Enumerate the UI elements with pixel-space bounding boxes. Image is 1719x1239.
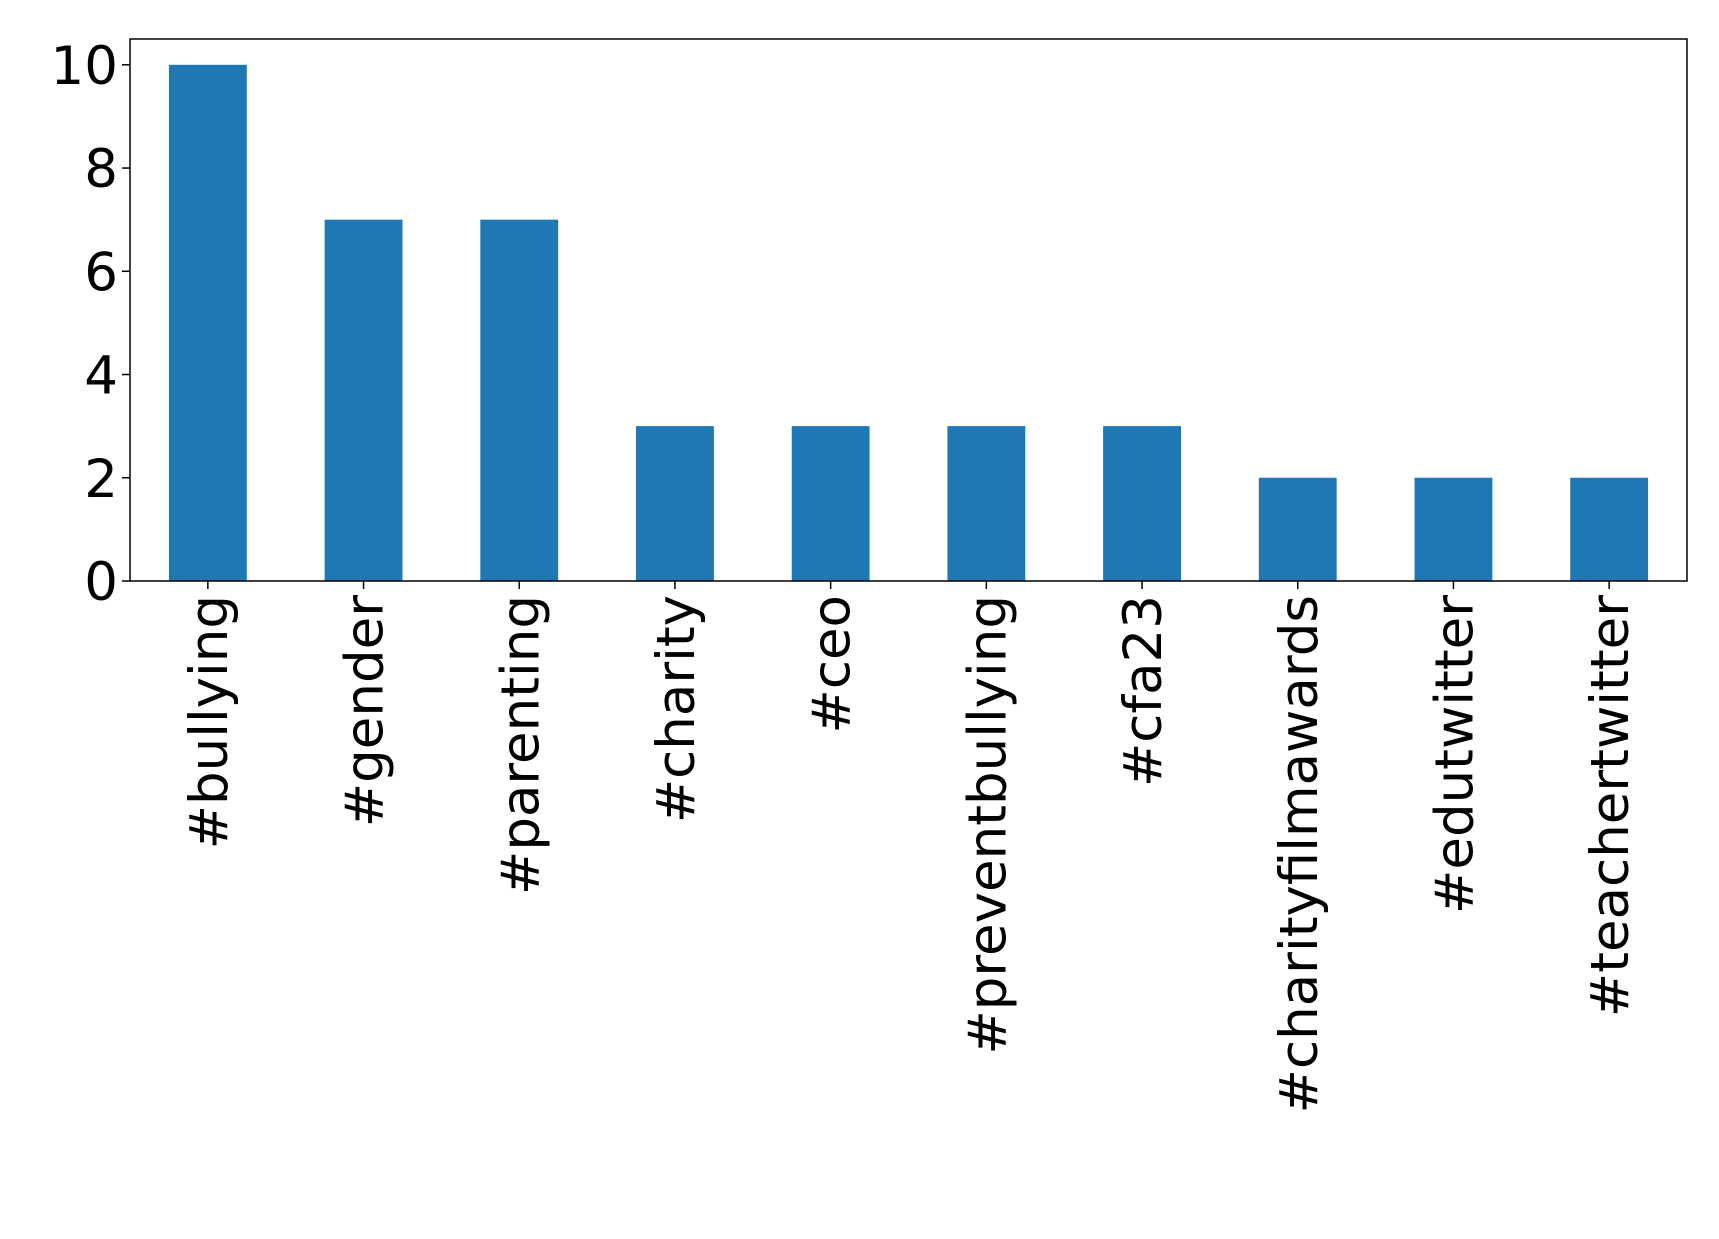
x-tick-label: #charityfilmawards <box>1269 595 1330 1113</box>
bar <box>324 219 403 581</box>
bar <box>791 426 870 581</box>
axes-frame <box>129 38 1688 582</box>
y-tick-label: 4 <box>84 346 118 407</box>
x-tick-label: #bullying <box>179 595 240 849</box>
bar <box>947 426 1026 581</box>
bar <box>636 426 714 581</box>
x-tick-label: #charity <box>646 595 707 823</box>
bar <box>480 219 559 581</box>
x-tick-label: #edutwitter <box>1424 595 1485 914</box>
x-tick-label: #preventbullying <box>957 595 1018 1055</box>
y-tick-label: 2 <box>84 449 118 510</box>
bar <box>1258 477 1337 581</box>
x-tick-label: #gender <box>335 595 396 827</box>
bar <box>1414 477 1493 581</box>
x-tick-label: #parenting <box>490 595 551 895</box>
x-tick-label: #cfa23 <box>1113 595 1174 787</box>
x-tick-label: #teachertwitter <box>1580 595 1641 1017</box>
bar <box>168 64 247 582</box>
y-tick-label: 0 <box>84 552 118 613</box>
y-tick-label: 8 <box>84 139 118 200</box>
x-tick-label: #ceo <box>802 595 863 734</box>
bar <box>1103 426 1181 581</box>
y-tick-label: 6 <box>84 242 118 303</box>
y-tick-label: 10 <box>51 36 118 97</box>
bar <box>1570 477 1649 581</box>
